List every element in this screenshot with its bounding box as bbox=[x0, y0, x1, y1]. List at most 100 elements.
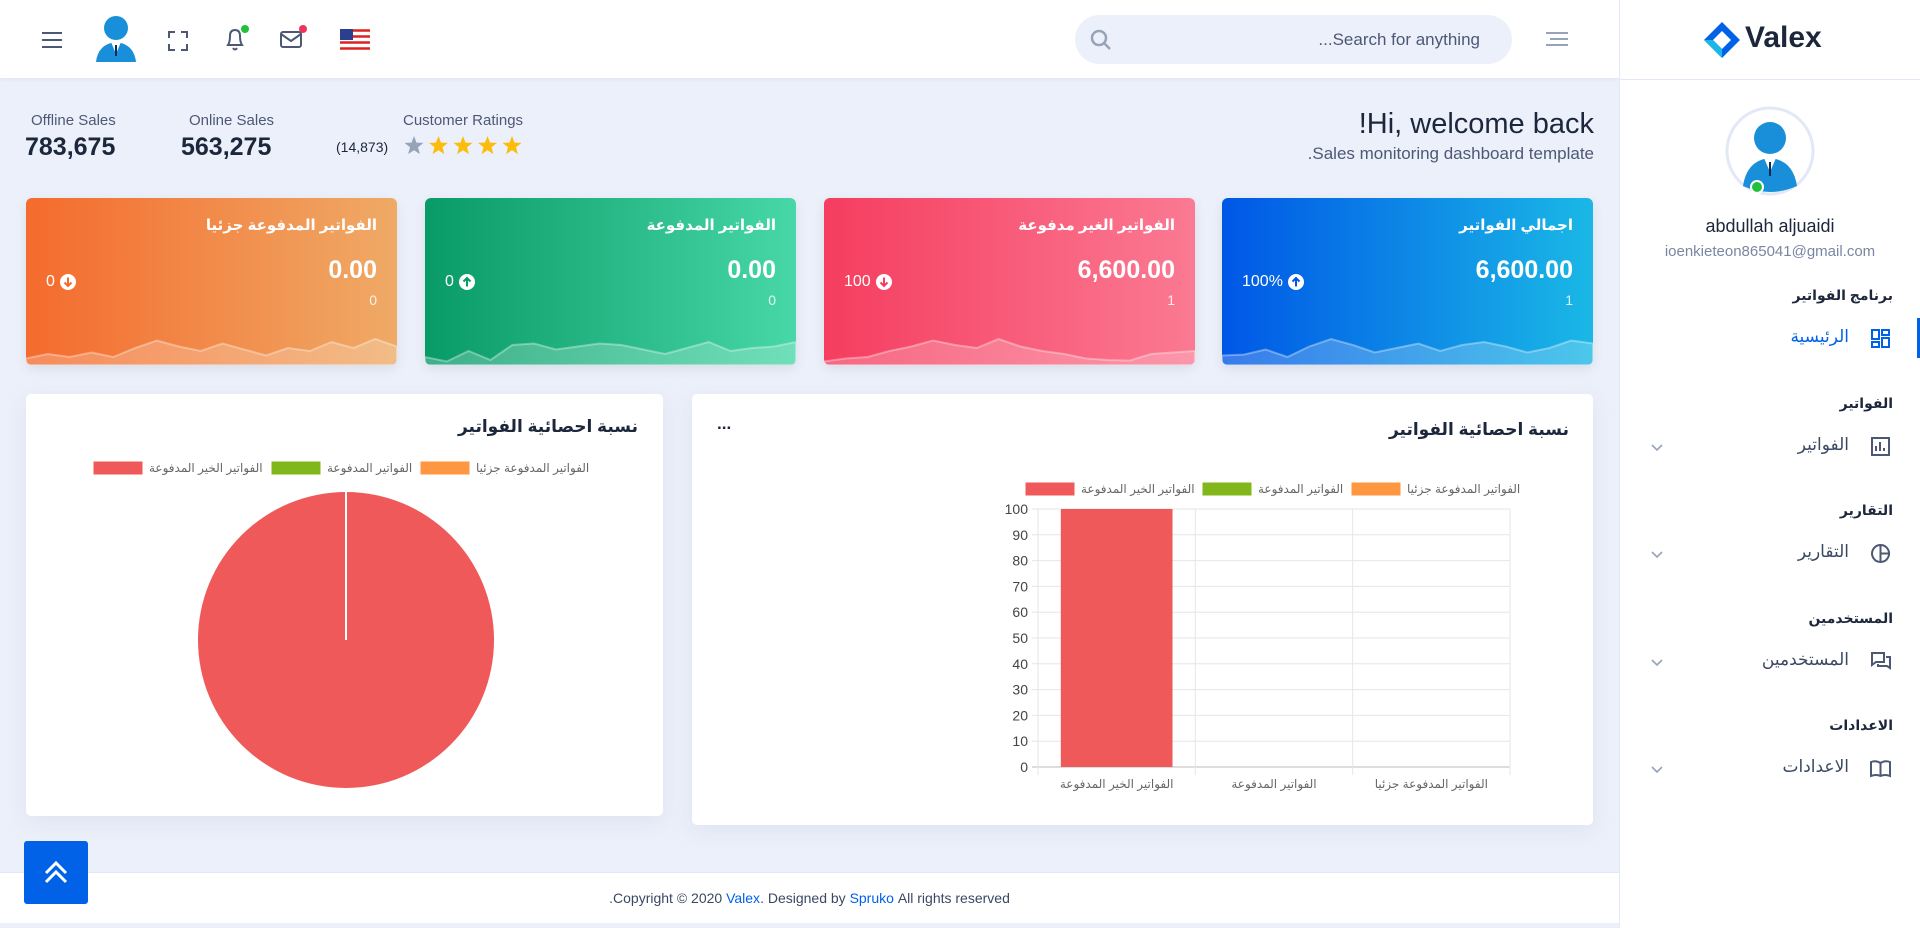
card-title: الفواتير المدفوعة bbox=[646, 217, 776, 234]
y-tick-label: 30 bbox=[1012, 682, 1028, 698]
menu-toggle[interactable] bbox=[40, 29, 66, 51]
bar bbox=[1060, 509, 1173, 767]
trend-icon bbox=[59, 274, 76, 290]
messages-button[interactable] bbox=[278, 24, 308, 54]
search-box[interactable]: ...Search for anything bbox=[1075, 15, 1512, 64]
panel-menu[interactable]: ... bbox=[717, 414, 732, 433]
rating-star bbox=[453, 136, 473, 155]
sparkline-area bbox=[1222, 337, 1593, 365]
x-tick-label: الفواتير المدفوعة bbox=[1231, 777, 1316, 792]
menu-icon-shape bbox=[1871, 329, 1890, 348]
stat-label: Online Sales bbox=[189, 112, 275, 129]
user-avatar[interactable] bbox=[1725, 106, 1815, 196]
menu-chevron[interactable] bbox=[1650, 550, 1664, 560]
card-change: 0 bbox=[46, 273, 77, 291]
legend-swatch bbox=[1024, 481, 1076, 497]
brand-logo[interactable] bbox=[1702, 20, 1742, 60]
y-tick-label: 50 bbox=[1012, 630, 1028, 646]
trend-arrow bbox=[879, 277, 888, 288]
back-to-top[interactable] bbox=[24, 841, 88, 904]
card-change: 100 bbox=[844, 273, 893, 291]
card-value: 6,600.00 bbox=[1475, 256, 1573, 284]
card-change: 0 bbox=[445, 273, 476, 291]
y-tick-label: 20 bbox=[1012, 707, 1028, 723]
bar-title: نسبة احصائية الفواتير bbox=[1388, 420, 1569, 439]
x-tick-label: الفواتير المدفوعة جزئيا bbox=[1375, 777, 1488, 792]
sparkline-area bbox=[26, 337, 397, 365]
menu-item[interactable]: المستخدمين bbox=[1761, 649, 1849, 669]
card-title: الفواتير الغير مدفوعة bbox=[1018, 217, 1175, 234]
trend-arrow bbox=[462, 276, 472, 287]
stat-label: Offline Sales bbox=[31, 112, 116, 129]
menu-icon-shape bbox=[1871, 544, 1890, 563]
y-tick-label: 10 bbox=[1012, 733, 1028, 749]
menu-heading: برنامج الفواتير bbox=[1792, 287, 1893, 303]
menu-chevron[interactable] bbox=[1650, 765, 1664, 775]
legend-label: الفواتير الخير المدفوعة bbox=[1081, 482, 1195, 497]
menu-item[interactable]: الرئيسية bbox=[1790, 327, 1849, 346]
menu-icon bbox=[1871, 544, 1890, 563]
menu-chevron[interactable] bbox=[1650, 658, 1664, 668]
header-avatar[interactable] bbox=[94, 14, 138, 62]
footer: .Copyright © 2020 Valex. Designed by Spr… bbox=[0, 872, 1619, 923]
change-value: 0 bbox=[445, 273, 454, 290]
y-tick-label: 80 bbox=[1012, 553, 1028, 569]
trend-icon bbox=[1287, 274, 1304, 290]
menu-item[interactable]: التقارير bbox=[1797, 542, 1849, 561]
rating-star bbox=[429, 136, 448, 155]
trend-arrow bbox=[1291, 276, 1301, 287]
menu-icon bbox=[1871, 436, 1890, 456]
copyright: .Copyright © 2020 bbox=[609, 890, 723, 906]
trend-icon bbox=[875, 274, 892, 290]
menu-icon bbox=[1871, 651, 1891, 670]
stat-card: الفواتير المدفوعة جزئيا 0.00 0 0 bbox=[26, 198, 397, 365]
x-tick-label: الفواتير الخير المدفوعة bbox=[1060, 777, 1174, 792]
stat-card: الفواتير المدفوعة 0.00 0 0 bbox=[425, 198, 796, 365]
legend-label: الفواتير المدفوعة جزئيا bbox=[1407, 482, 1520, 497]
card-count: 1 bbox=[1167, 292, 1175, 308]
menu-icon-shape bbox=[1871, 651, 1891, 670]
legend-swatch bbox=[92, 460, 144, 476]
menu-icon-shape bbox=[1871, 436, 1890, 456]
change-value: 100 bbox=[844, 273, 871, 290]
language-flag[interactable] bbox=[340, 29, 370, 51]
menu-heading: الفواتير bbox=[1839, 394, 1893, 411]
active-indicator bbox=[1917, 318, 1920, 358]
card-value: 0.00 bbox=[328, 256, 377, 284]
search-icon bbox=[1090, 29, 1111, 50]
card-value: 0.00 bbox=[727, 256, 776, 284]
welcome-subtitle: .Sales monitoring dashboard template bbox=[1307, 144, 1594, 163]
trend-icon bbox=[458, 274, 475, 290]
change-value: 0 bbox=[46, 273, 55, 290]
menu-item[interactable]: الفواتير bbox=[1797, 434, 1849, 454]
fullscreen-button[interactable] bbox=[166, 29, 190, 53]
search-placeholder: ...Search for anything bbox=[1318, 30, 1480, 49]
sidebar-toggle[interactable] bbox=[1544, 30, 1570, 50]
card-count: 1 bbox=[1565, 292, 1573, 308]
menu-icon-shape bbox=[1870, 760, 1891, 778]
card-change: 100% bbox=[1242, 273, 1305, 291]
legend-swatch bbox=[270, 460, 322, 476]
stat-card: الفواتير الغير مدفوعة 6,600.00 1 100 bbox=[824, 198, 1195, 365]
legend-swatch bbox=[1201, 481, 1253, 497]
brand-link[interactable]: Valex bbox=[726, 890, 761, 906]
stat-value: 783,675 bbox=[25, 133, 116, 161]
menu-item[interactable]: الاعدادات bbox=[1782, 757, 1849, 776]
legend-label: الفواتير المدفوعة bbox=[327, 461, 412, 476]
author-link[interactable]: Spruko bbox=[849, 890, 894, 906]
user-name: abdullah aljuaidi bbox=[1705, 216, 1835, 236]
ratings-count: (14,873) bbox=[336, 139, 389, 155]
card-value: 6,600.00 bbox=[1077, 256, 1175, 284]
notifications-button[interactable] bbox=[222, 24, 250, 54]
charts: الفواتير الخير المدفوعة الفواتير المدفوعة… bbox=[92, 460, 1520, 792]
menu-chevron[interactable] bbox=[1650, 443, 1664, 453]
rating-star bbox=[404, 136, 424, 155]
user-email: ioenkieteon865041@gmail.com bbox=[1664, 243, 1876, 260]
copyright: All rights reserved bbox=[897, 890, 1010, 906]
y-tick-label: 90 bbox=[1012, 527, 1028, 543]
brand-name[interactable]: Valex bbox=[1745, 21, 1822, 54]
chevron-shape bbox=[1651, 766, 1663, 774]
rating-star bbox=[502, 136, 522, 155]
sidebar: Valex abdullah aljuaidi ioenkieteon86504… bbox=[1619, 0, 1920, 928]
